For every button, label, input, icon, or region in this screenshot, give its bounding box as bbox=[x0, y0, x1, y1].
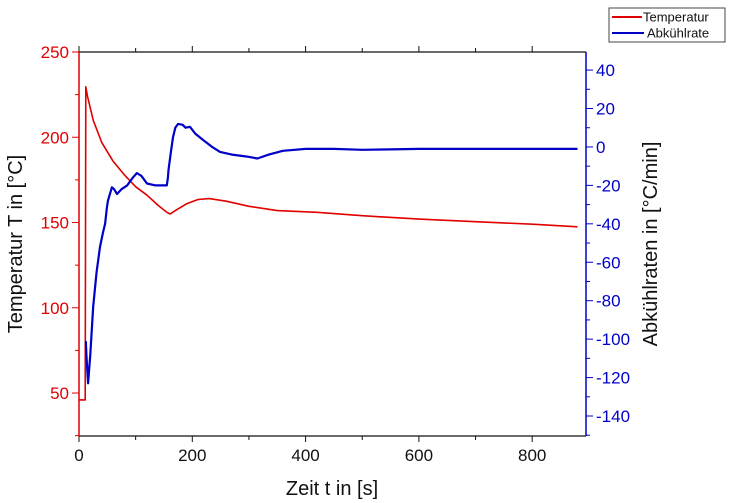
y2-tick-label: 40 bbox=[596, 61, 615, 80]
y-tick-label: 50 bbox=[50, 384, 69, 403]
x-tick-label: 600 bbox=[405, 446, 433, 465]
x-tick-label: 400 bbox=[291, 446, 319, 465]
series-line-abkuehlrate bbox=[84, 122, 578, 385]
y-tick-label: 250 bbox=[41, 43, 69, 62]
legend: Temperatur Abkühlrate bbox=[608, 7, 726, 43]
y-axis-title: Temperatur T in [°C] bbox=[5, 155, 27, 333]
y2-tick-label: -120 bbox=[596, 369, 630, 388]
y-tick-label: 200 bbox=[41, 128, 69, 147]
x-axis-title: Zeit t in [s] bbox=[286, 478, 378, 500]
y2-tick-label: 0 bbox=[596, 138, 605, 157]
legend-box bbox=[608, 7, 726, 43]
y2-tick-label: -140 bbox=[596, 407, 630, 426]
y2-axis-title: Abkühlraten in [°C/min] bbox=[640, 142, 662, 347]
x-tick-label: 800 bbox=[518, 446, 546, 465]
y2-tick-label: -80 bbox=[596, 292, 621, 311]
y2-tick-label: -40 bbox=[596, 215, 621, 234]
x-tick-label: 200 bbox=[178, 446, 206, 465]
series-line-temperatur bbox=[79, 86, 578, 401]
legend-label-abkuehlrate: Abkühlrate bbox=[647, 26, 709, 41]
y2-tick-label: -100 bbox=[596, 330, 630, 349]
y-tick-label: 150 bbox=[41, 214, 69, 233]
legend-label-temperatur: Temperatur bbox=[643, 10, 709, 25]
y2-tick-label: -60 bbox=[596, 253, 621, 272]
y2-tick-label: 20 bbox=[596, 100, 615, 119]
x-tick-label: 0 bbox=[74, 446, 83, 465]
y2-tick-label: -20 bbox=[596, 176, 621, 195]
y-tick-label: 100 bbox=[41, 299, 69, 318]
